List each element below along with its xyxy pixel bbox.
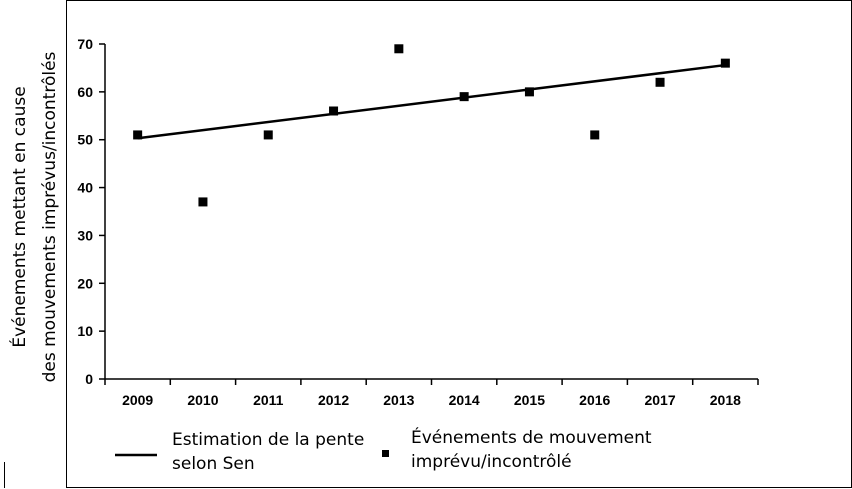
y-tick-label: 20 <box>77 275 93 291</box>
y-axis-title-line-1: Événements mettant en cause <box>8 86 30 347</box>
y-axis-title-line-2: des mouvements imprévus/incontrôlés <box>40 51 60 382</box>
data-point-2017 <box>655 77 665 87</box>
x-tick-label: 2015 <box>514 392 545 408</box>
data-point-2012 <box>329 106 339 116</box>
outer-border <box>66 0 852 488</box>
data-point-2016 <box>590 130 600 140</box>
data-point-2014 <box>459 92 469 102</box>
plot-marks <box>133 44 730 207</box>
legend: Estimation de la pente selon Sen Événeme… <box>115 426 652 474</box>
data-point-2018 <box>720 58 730 68</box>
y-tick-label: 10 <box>77 323 93 339</box>
y-tick-label: 70 <box>77 36 93 52</box>
x-tick-label: 2014 <box>449 392 480 408</box>
data-point-2015 <box>524 87 534 97</box>
data-point-2009 <box>133 130 143 140</box>
data-point-2013 <box>394 44 404 54</box>
x-tick-label: 2010 <box>187 392 218 408</box>
x-tick-label: 2018 <box>710 392 741 408</box>
x-tick-label: 2016 <box>579 392 610 408</box>
legend-swatch-events-marker <box>382 450 389 457</box>
axes: 0 10 20 30 40 50 60 70 2009 2010 2011 2012 2013 2014 2… <box>77 36 759 408</box>
y-tick-label: 0 <box>85 371 93 387</box>
x-tick-label: 2012 <box>318 392 349 408</box>
legend-label-trend-line-2: selon Sen <box>172 454 255 474</box>
x-tick-label: 2017 <box>644 392 675 408</box>
legend-label-trend-line-1: Estimation de la pente <box>172 430 364 450</box>
x-tick-label: 2013 <box>383 392 414 408</box>
data-point-2011 <box>263 130 273 140</box>
x-tick-label: 2011 <box>253 392 284 408</box>
y-tick-label: 50 <box>77 132 93 148</box>
y-tick-label: 40 <box>77 180 93 196</box>
y-tick-label: 60 <box>77 84 93 100</box>
legend-label-events-2: imprévu/incontrôlé <box>411 452 572 472</box>
trend-line-sen-slope <box>137 63 726 140</box>
x-tick-label: 2009 <box>122 392 153 408</box>
y-tick-label: 30 <box>77 227 93 243</box>
data-point-2010 <box>198 197 208 207</box>
legend-label-events-1: Événements de mouvement <box>411 426 652 448</box>
